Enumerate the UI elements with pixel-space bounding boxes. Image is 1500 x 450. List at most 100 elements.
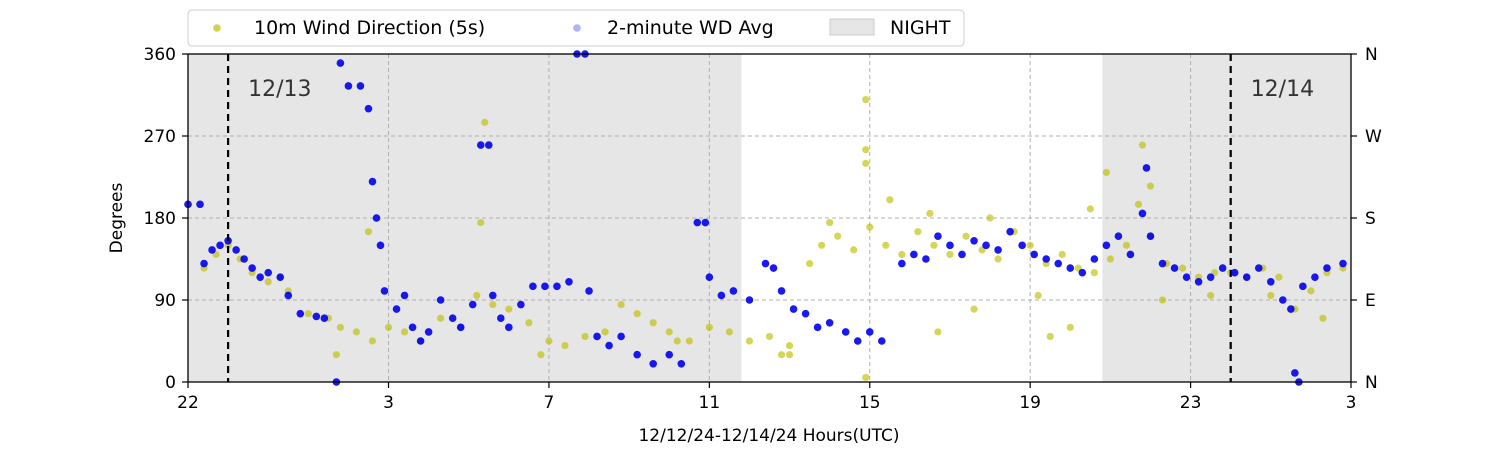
wd-avg-point-77 [970,236,978,245]
y-tick-label-4: 360 [144,45,176,65]
wd-avg-point-73 [922,255,930,263]
x-axis: 22 3 7 11 15 19 23 3 [177,382,1356,413]
wd-5s-point-117 [862,95,870,104]
wd-avg-point-108 [1299,282,1307,291]
wd-avg-point-89 [1114,232,1123,241]
x-axis-title: 12/12/24-12/14/24 Hours(UTC) [638,426,899,446]
wd-5s-point-121 [1102,168,1110,177]
wd-5s-point-119 [862,159,870,167]
grid [188,54,1351,382]
wd-avg-point-102 [1254,264,1263,272]
wd-5s-point-33 [745,337,754,345]
wd-avg-point-83 [1042,255,1051,263]
wd-avg-point-62 [777,287,786,295]
wd-5s-point-68 [1307,287,1315,295]
wd-avg-point-21 [368,177,377,186]
wd-5s-point-21 [525,319,533,327]
wd-5s-point-31 [705,323,713,331]
wd-avg-point-94 [1158,259,1167,268]
wd-5s-point-29 [665,328,673,336]
wd-avg-point-24 [380,287,389,295]
wd-5s-point-30 [685,337,693,345]
wd-avg-point-58 [729,287,738,295]
wd-avg-point-37 [497,314,505,323]
wd-avg-point-35 [484,141,493,149]
wd-avg-point-97 [1194,277,1203,286]
wd-5s-point-60 [1178,264,1187,272]
wd-avg-point-55 [701,218,710,227]
wd-avg-point-53 [677,359,686,368]
wd-avg-point-31 [448,314,457,323]
wd-5s-point-28 [649,319,657,327]
wd-5s-point-116 [1138,141,1147,149]
wd-5s-point-10 [336,323,344,331]
wd-5s-point-56 [1122,241,1131,249]
wd-avg-point-47 [593,332,601,341]
wd-avg-point-3 [208,246,216,254]
wd-5s-point-40 [866,223,874,231]
wd-avg-point-103 [1266,277,1275,286]
wd-avg-point-109 [1311,273,1319,282]
wd-5s-point-150 [777,351,786,359]
wd-avg-point-63 [789,305,798,313]
right-tick-label-3: W [1365,127,1382,147]
series-wd-2min-avg [184,50,1347,386]
wd-5s-point-37 [818,241,826,249]
wd-avg-point-61 [769,264,778,272]
wd-5s-point-55 [1106,255,1114,263]
wd-5s-point-57 [1134,200,1143,208]
wd-5s-point-140 [934,328,942,336]
legend-marker-0 [213,24,221,32]
wd-avg-point-6 [232,246,240,254]
x-tick-label-7: 3 [1346,393,1357,413]
day-marker-label-0: 12/13 [248,77,311,102]
wd-avg-point-41 [541,282,549,291]
wd-avg-point-28 [416,337,425,345]
wd-avg-point-26 [400,291,409,300]
wd-avg-point-101 [1242,273,1251,282]
wd-5s-point-34 [765,332,774,341]
wd-5s-point-122 [970,305,978,313]
wd-5s-point-123 [1034,291,1042,300]
y-tick-label-1: 90 [154,291,176,311]
wd-avg-point-4 [216,241,224,250]
wd-avg-point-59 [745,296,754,304]
wd-avg-point-11 [276,273,285,282]
wd-5s-point-36 [806,259,814,268]
wd-avg-point-10 [264,268,273,277]
x-tick-label-2: 7 [544,393,555,413]
wd-5s-point-66 [1275,273,1283,281]
legend-entries: 10m Wind Direction (5s) 2-minute WD Avg NI… [213,17,951,39]
wd-avg-point-25 [392,305,401,313]
wd-avg-point-27 [408,323,417,332]
wd-avg-point-50 [633,350,641,359]
wd-avg-point-86 [1078,268,1087,277]
wd-5s-point-113 [986,214,994,222]
wd-5s-point-50 [1026,241,1034,249]
wd-avg-point-93 [1146,232,1155,241]
wd-avg-point-22 [372,214,381,222]
wd-avg-point-76 [958,250,966,259]
wd-avg-point-85 [1066,264,1075,272]
wd-5s-point-42 [898,250,906,259]
wd-avg-point-87 [1090,255,1099,263]
wd-5s-point-27 [633,310,641,318]
wd-avg-point-78 [982,241,990,250]
x-tick-label-0: 22 [177,393,199,413]
y-tick-label-0: 0 [165,373,176,393]
wd-5s-point-45 [946,250,954,259]
wd-5s-point-32 [725,328,733,336]
legend: 10m Wind Direction (5s) 2-minute WD Avg NI… [187,9,965,47]
wd-5s-point-138 [1267,291,1275,300]
wd-avg-point-12 [284,291,293,300]
wd-avg-point-39 [517,300,525,309]
wd-5s-point-39 [850,246,858,254]
wd-avg-point-40 [529,282,537,291]
wd-5s-point-41 [882,241,890,249]
y-tick-label-2: 180 [144,209,176,229]
wd-avg-point-13 [296,309,305,318]
wd-avg-point-20 [364,104,373,113]
wd-avg-point-15 [320,314,329,323]
wd-avg-point-38 [505,323,513,332]
